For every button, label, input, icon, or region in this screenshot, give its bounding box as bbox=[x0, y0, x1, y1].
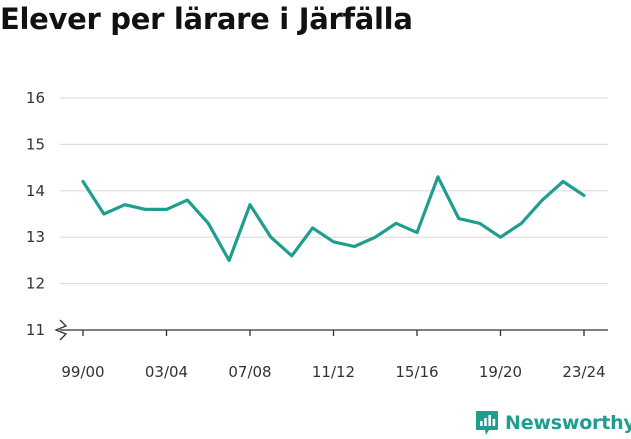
y-tick-label: 13 bbox=[26, 228, 45, 246]
x-tick-label: 03/04 bbox=[145, 363, 188, 381]
y-tick-label: 14 bbox=[26, 182, 45, 200]
y-tick-label: 11 bbox=[26, 321, 45, 339]
axis-break-icon bbox=[54, 319, 68, 341]
x-tick-label: 11/12 bbox=[312, 363, 355, 381]
x-tick-label: 23/24 bbox=[562, 363, 605, 381]
line-chart: 11 12 13 14 15 16 99/00 03/04 07/08 11/12 15/16 19… bbox=[26, 89, 608, 381]
series-line bbox=[81, 175, 586, 262]
x-axis bbox=[54, 319, 608, 341]
y-tick-label: 12 bbox=[26, 275, 45, 293]
x-tick-label: 15/16 bbox=[395, 363, 438, 381]
y-tick-label: 16 bbox=[26, 89, 45, 107]
series bbox=[81, 175, 586, 262]
x-tick-label: 19/20 bbox=[479, 363, 522, 381]
x-axis-tick-labels: 99/00 03/04 07/08 11/12 15/16 19/20 23/24 bbox=[61, 330, 606, 381]
y-tick-label: 15 bbox=[26, 135, 45, 153]
x-tick-label: 07/08 bbox=[228, 363, 271, 381]
y-axis-tick-labels: 11 12 13 14 15 16 bbox=[26, 89, 45, 339]
chart-title: Elever per lärare i Järfälla bbox=[0, 2, 413, 36]
newsworthy-brand: Newsworthy bbox=[475, 408, 631, 438]
gridlines bbox=[60, 97, 608, 285]
newsworthy-chart-logo-icon bbox=[476, 411, 498, 435]
brand-name: Newsworthy bbox=[505, 412, 631, 434]
x-tick-label: 99/00 bbox=[61, 363, 104, 381]
